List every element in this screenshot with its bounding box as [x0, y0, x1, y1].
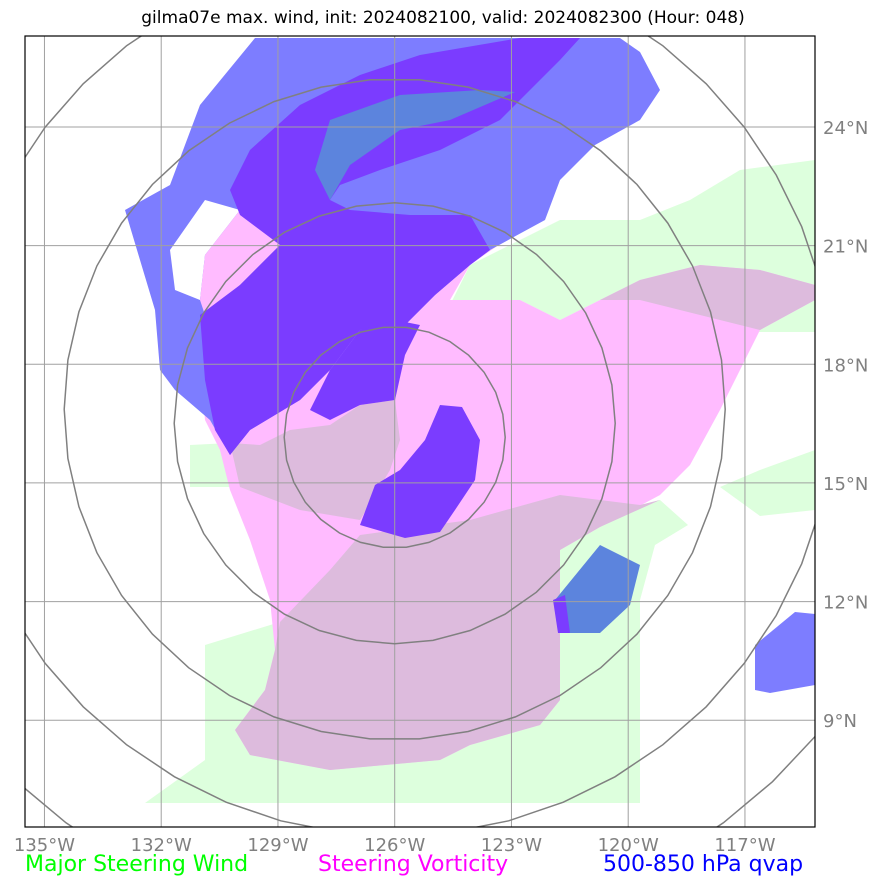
lat-tick-label: 15°N [823, 474, 868, 495]
lon-tick-label: 123°W [481, 835, 542, 856]
qvap-area-east [755, 612, 815, 693]
vorticity-wind-overlap-south [235, 495, 660, 770]
lon-tick-label: 120°W [598, 835, 659, 856]
lat-tick-label: 18°N [823, 355, 868, 376]
qvap-edge-south-east [553, 595, 570, 633]
qvap-on-wind-north [315, 90, 515, 200]
range-ring [63, 78, 726, 740]
qvap-hole-white [170, 200, 240, 300]
qvap-on-wind-south-east [555, 545, 640, 633]
range-ring [173, 202, 616, 645]
qvap-core [360, 405, 480, 538]
lat-tick-label: 21°N [823, 237, 868, 258]
lon-tick-label: 135°W [14, 835, 75, 856]
vorticity-wind-overlap-core [230, 400, 400, 520]
lon-tick-label: 126°W [364, 835, 425, 856]
legend-steering-wind: Major Steering Wind [25, 852, 249, 877]
lat-tick-label: 12°N [823, 593, 868, 614]
qvap-on-vorticity [200, 38, 580, 455]
qvap-layer [125, 38, 815, 693]
lon-tick-label: 117°W [714, 835, 775, 856]
legend-qvap: 500-850 hPa qvap [603, 852, 804, 877]
qvap-core-north [310, 320, 420, 420]
tick-labels: 135°W 132°W 129°W 126°W 123°W 120°W 117°W 9°N 12… [14, 118, 868, 856]
lon-tick-label: 132°W [131, 835, 192, 856]
map-title: gilma07e max. wind, init: 2024082100, va… [141, 8, 745, 28]
lon-tick-label: 129°W [247, 835, 308, 856]
graticule [25, 36, 815, 827]
lat-tick-label: 24°N [823, 118, 868, 139]
vorticity-wind-overlap-north [450, 265, 815, 330]
legend-steering-vorticity: Steering Vorticity [318, 852, 509, 877]
range-ring [25, 36, 815, 827]
plot-frame [24, 35, 816, 828]
lat-tick-label: 9°N [823, 711, 857, 732]
range-ring [283, 326, 506, 548]
